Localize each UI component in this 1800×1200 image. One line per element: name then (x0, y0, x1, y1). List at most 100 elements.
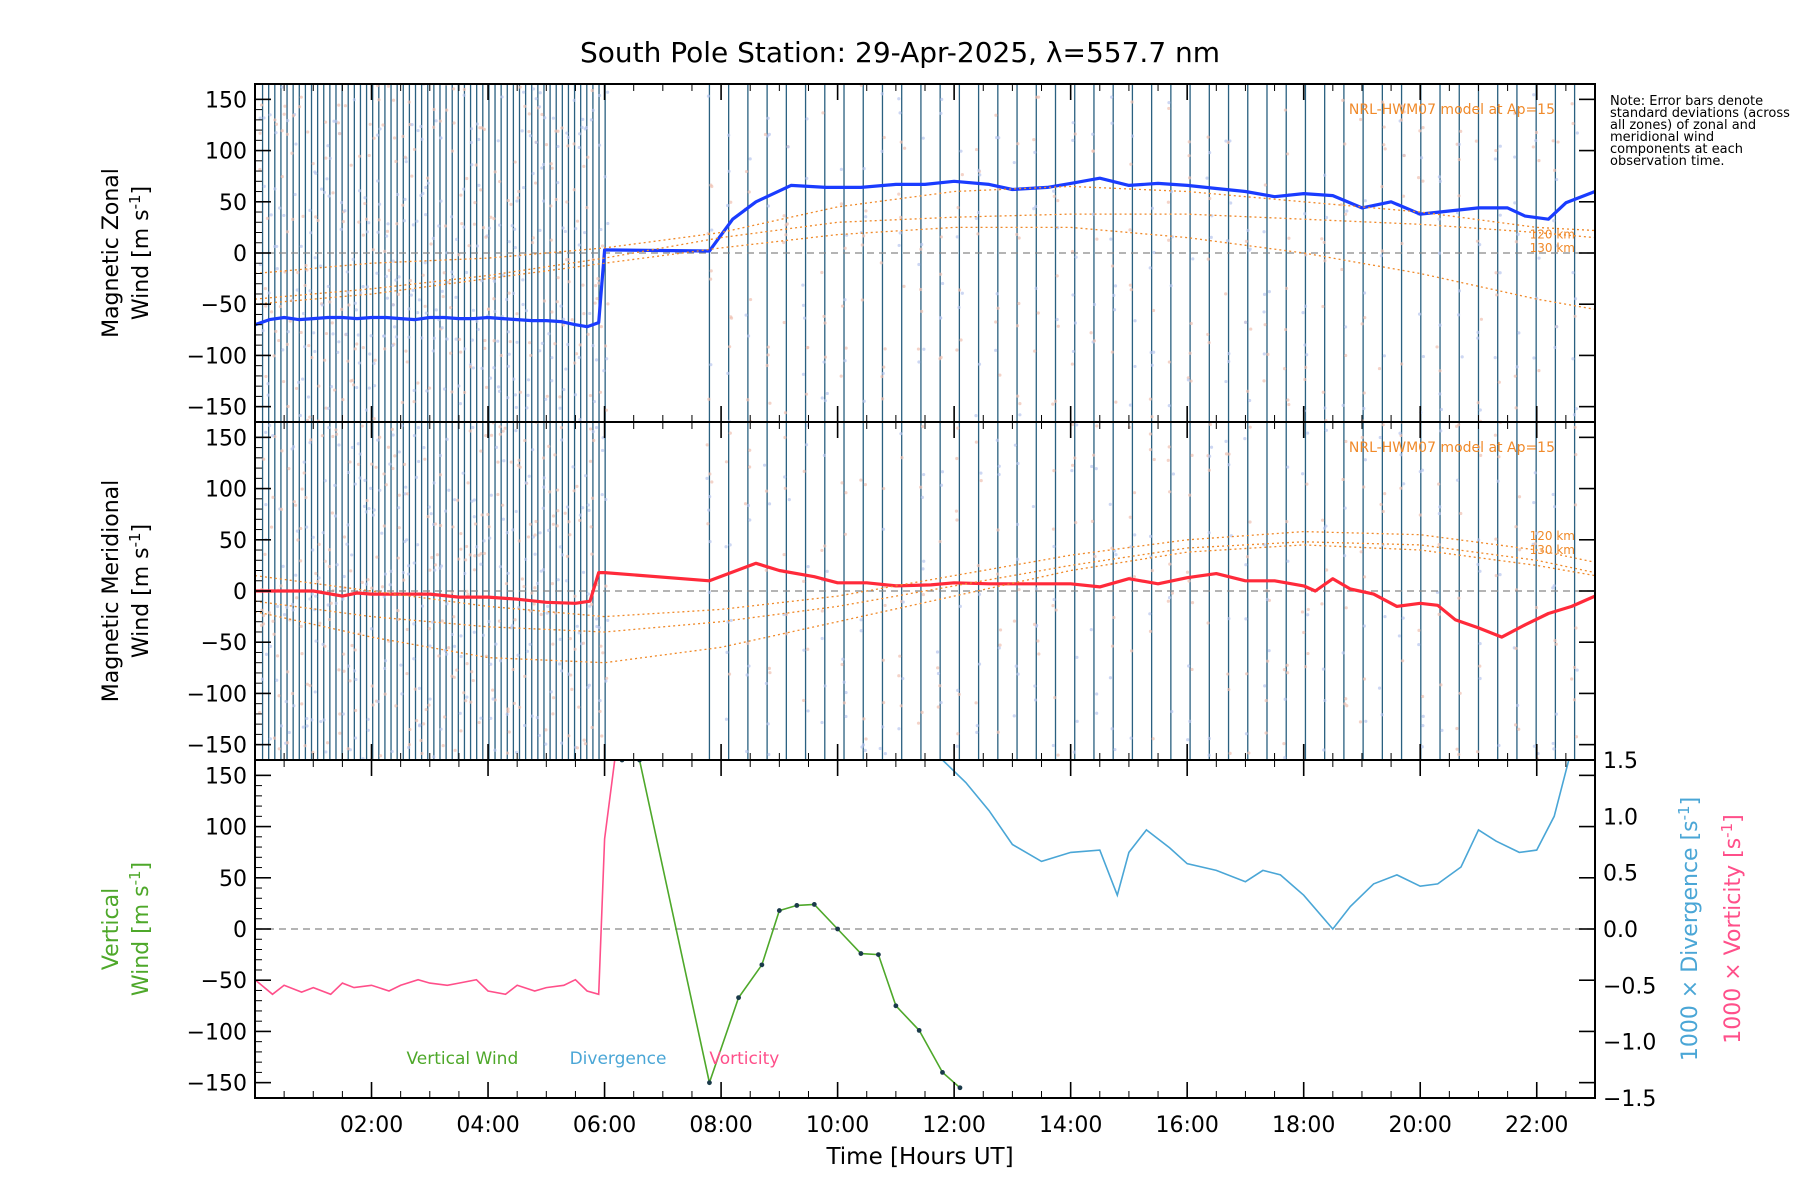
error-bar-dot (599, 644, 603, 648)
error-bar-dot (1224, 452, 1229, 456)
error-bar-dot (1532, 93, 1536, 97)
error-bar-dot (269, 213, 273, 217)
error-bar-dot (1148, 448, 1153, 452)
error-bar-dot (550, 581, 555, 586)
error-bar-dot (285, 741, 290, 745)
panel-frame (254, 83, 1596, 423)
error-bar-dot (530, 714, 534, 718)
error-bar-dot (1074, 520, 1078, 525)
error-bar-dot (1574, 407, 1579, 411)
error-bar-dot (445, 337, 449, 341)
error-bar-dot (438, 453, 443, 458)
error-bar-dot (470, 338, 475, 342)
error-bar-dot (839, 202, 843, 206)
error-bar-dot (960, 172, 964, 177)
error-bar-dot (354, 708, 358, 713)
error-bar-dot (880, 92, 884, 96)
error-bar-dot (1188, 351, 1192, 355)
error-bar-dot (878, 746, 882, 751)
error-bar-dot (940, 97, 944, 101)
error-bar-dot (286, 404, 290, 409)
error-bar-dot (437, 654, 441, 658)
error-bar-dot (580, 125, 584, 130)
error-bar-dot (1167, 404, 1171, 408)
error-bar-dot (1245, 672, 1249, 676)
error-bar-dot (352, 98, 356, 102)
error-bar-dot (262, 184, 266, 188)
error-bar-dot (383, 572, 388, 576)
error-bar-dot (388, 583, 392, 587)
error-bar-dot (426, 176, 430, 180)
error-bar-dot (465, 662, 469, 666)
error-bar-dot (572, 142, 576, 146)
error-bar-dot (394, 704, 398, 708)
error-bar-dot (555, 524, 559, 528)
error-bar-dot (1555, 325, 1559, 329)
error-bar-dot (562, 387, 566, 392)
error-bar-dot (573, 594, 577, 598)
error-bar-dot (346, 747, 350, 751)
error-bar-dot (282, 379, 286, 384)
error-bar-dot (342, 535, 347, 539)
error-bar-dot (330, 511, 334, 515)
error-bar-dot (301, 377, 305, 381)
error-bar-dot (747, 664, 751, 668)
error-bar-dot (1189, 321, 1193, 326)
error-bar-dot (1476, 562, 1480, 567)
error-bar-dot (272, 632, 276, 636)
error-bar-dot (357, 361, 361, 365)
error-bar-dot (326, 284, 330, 289)
error-bar-dot (1209, 235, 1213, 239)
error-bar-dot (459, 547, 463, 551)
error-bar-dot (743, 502, 748, 506)
error-bar-dot (940, 470, 945, 474)
error-bar-dot (344, 332, 348, 336)
error-bar-dot (291, 114, 295, 118)
error-bar-dot (559, 426, 564, 430)
error-bar-dot (1283, 108, 1287, 112)
error-bar-dot (748, 448, 752, 452)
error-bar-dot (275, 604, 280, 609)
error-bar-dot (955, 518, 959, 522)
error-bar-dot (802, 698, 806, 703)
error-bar-dot (1380, 185, 1384, 189)
error-bar-dot (341, 712, 346, 716)
error-bar-dot (1514, 240, 1518, 244)
error-bar-dot (277, 747, 281, 751)
error-bar-dot (509, 626, 513, 630)
error-bar-dot (393, 454, 397, 458)
error-bar-dot (1112, 308, 1117, 312)
error-bar-dot (1303, 304, 1308, 308)
error-bar-dot (411, 223, 415, 227)
error-bar-dot (574, 226, 578, 231)
error-bar-dot (1324, 428, 1329, 432)
error-bar-dot (1052, 468, 1056, 473)
error-bar-dot (1362, 624, 1366, 628)
error-bar-dot (974, 147, 979, 152)
error-bar-dot (533, 552, 537, 556)
error-bar-dot (452, 644, 457, 648)
error-bar-dot (1071, 349, 1075, 354)
error-bar-dot (1209, 445, 1214, 449)
error-bar-dot (1287, 236, 1291, 240)
error-bar-dot (1362, 485, 1366, 489)
error-bar-dot (1514, 525, 1518, 529)
error-bar-dot (600, 448, 605, 453)
error-bar-dot (411, 288, 415, 292)
error-bar-dot (573, 361, 577, 365)
error-bar-dot (361, 284, 365, 289)
error-bar-dot (366, 728, 370, 732)
error-bar-dot (1343, 212, 1348, 216)
error-bar-dot (1034, 205, 1038, 209)
error-bar-dot (1224, 139, 1228, 143)
error-bar-dot (518, 705, 522, 709)
error-bar-dot (977, 362, 982, 366)
error-bar-dot (860, 298, 864, 302)
error-bar-dot (1303, 377, 1307, 382)
error-bar-dot (357, 189, 362, 193)
error-bar-dot (544, 143, 549, 147)
error-bar-dot (420, 137, 424, 141)
error-bar-dot (538, 91, 542, 95)
error-bar-dot (1244, 239, 1249, 243)
error-bar-dot (843, 532, 848, 536)
